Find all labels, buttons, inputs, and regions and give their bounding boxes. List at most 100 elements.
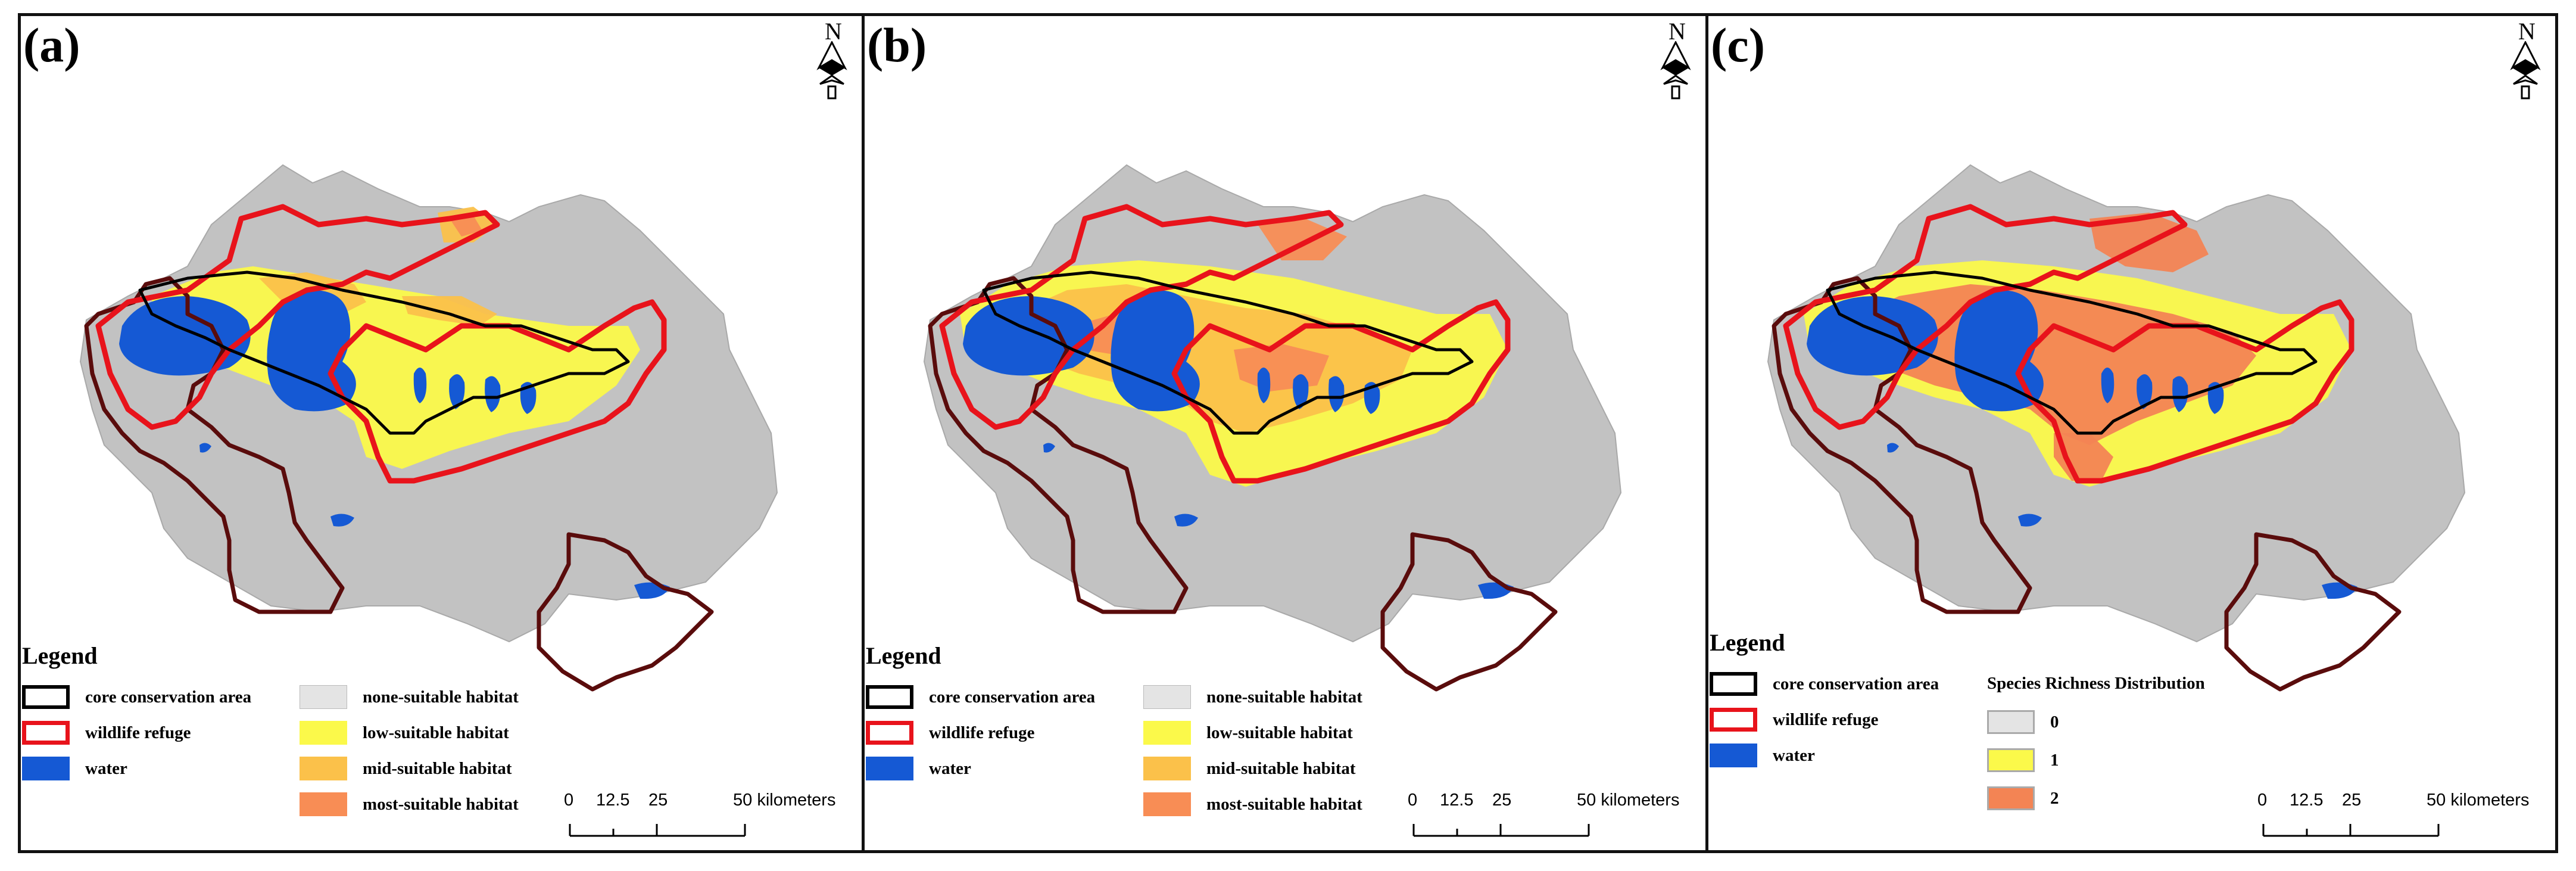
habitat-region xyxy=(1258,219,1347,260)
legend-low-suitable: low-suitable habitat xyxy=(300,719,509,746)
legend-title: Legend xyxy=(1710,629,1785,656)
water-body xyxy=(2018,514,2042,527)
panel-letter: (b) xyxy=(867,18,927,72)
legend-low-suitable: low-suitable habitat xyxy=(1143,719,1353,746)
core-conservation-boundary xyxy=(982,270,1474,435)
none-suitable-swatch xyxy=(1143,685,1191,709)
legend-core-conservation-area: core conservation area xyxy=(1710,670,1939,698)
legend-wildlife-refuge: wildlife refuge xyxy=(1710,706,1878,733)
water-body xyxy=(520,382,537,414)
legend-none-suitable: none-suitable habitat xyxy=(1143,683,1362,711)
water-swatch xyxy=(1710,744,1757,767)
species-richness-title: Species Richness Distribution xyxy=(1987,674,2205,693)
legend-richness-2: 2 xyxy=(1987,785,2059,812)
map-panel-a: (a) N Legend core conservation area wild… xyxy=(18,13,865,853)
water-body xyxy=(963,296,1094,376)
water-body xyxy=(485,376,501,412)
water-body xyxy=(1293,374,1309,409)
outer-boundary xyxy=(84,276,714,692)
legend-richness-0: 0 xyxy=(1987,708,2059,736)
legend-none-suitable: none-suitable habitat xyxy=(300,683,519,711)
legend-core-conservation-area: core conservation area xyxy=(866,683,1095,711)
mid-suitable-swatch xyxy=(300,757,347,780)
scale-tick-12-5: 12.5 xyxy=(1440,791,1474,810)
wildlife-refuge-boundary xyxy=(95,204,667,484)
water-body xyxy=(634,582,670,599)
scale-line xyxy=(569,824,746,837)
water-body xyxy=(1807,296,1938,376)
scale-tick-25: 25 xyxy=(1492,791,1512,810)
scale-tick-12-5: 12.5 xyxy=(2290,791,2324,810)
legend-mid-suitable: mid-suitable habitat xyxy=(300,755,512,782)
water-body xyxy=(2137,374,2153,409)
legend-title: Legend xyxy=(866,642,941,669)
map-canvas xyxy=(923,164,1622,692)
most-suitable-swatch xyxy=(300,792,347,816)
map-panel-b: (b) N Legend core conservation area wild… xyxy=(862,13,1708,853)
north-label: N xyxy=(2518,18,2536,45)
legend-water: water xyxy=(22,755,127,782)
scale-line xyxy=(1412,824,1590,837)
water-body xyxy=(1478,582,1514,599)
water-body xyxy=(119,296,251,376)
water-swatch xyxy=(22,757,70,780)
habitat-region xyxy=(402,296,497,326)
north-arrow: N xyxy=(1658,20,1699,103)
water-body xyxy=(1364,382,1380,414)
low-suitable-swatch xyxy=(300,721,347,745)
north-arrow-icon xyxy=(1660,41,1691,99)
water-body xyxy=(1257,368,1271,403)
core-conservation-boundary xyxy=(138,270,630,435)
water-body xyxy=(2207,382,2224,414)
habitat-region xyxy=(450,216,482,237)
legend-mid-suitable: mid-suitable habitat xyxy=(1143,755,1356,782)
refuge-boundary-swatch xyxy=(22,721,70,745)
wildlife-refuge-boundary xyxy=(939,204,1511,484)
scale-tick-25: 25 xyxy=(2342,791,2362,810)
core-boundary-swatch xyxy=(866,685,913,709)
scale-bar: 0 12.5 25 50 kilometers xyxy=(1408,791,1679,850)
richness-1-swatch xyxy=(1987,748,2035,772)
richness-0-swatch xyxy=(1987,710,2035,734)
wildlife-refuge-boundary xyxy=(1783,204,2354,484)
scale-tick-12-5: 12.5 xyxy=(596,791,630,810)
legend-core-conservation-area: core conservation area xyxy=(22,683,251,711)
none-suitable-swatch xyxy=(300,685,347,709)
scale-bar: 0 12.5 25 50 kilometers xyxy=(564,791,835,850)
legend-most-suitable: most-suitable habitat xyxy=(1143,791,1362,818)
low-suitable-swatch xyxy=(1143,721,1191,745)
most-suitable-swatch xyxy=(1143,792,1191,816)
core-boundary-swatch xyxy=(22,685,70,709)
water-body xyxy=(2101,368,2115,403)
legend-wildlife-refuge: wildlife refuge xyxy=(22,719,191,746)
water-body xyxy=(2322,582,2357,599)
outer-boundary xyxy=(928,276,1558,692)
water-body xyxy=(449,374,465,409)
scale-tick-0: 0 xyxy=(2257,791,2268,810)
scale-tick-25: 25 xyxy=(648,791,668,810)
north-arrow: N xyxy=(814,20,856,103)
water-swatch xyxy=(866,757,913,780)
north-label: N xyxy=(825,18,842,45)
panel-letter: (c) xyxy=(1711,18,1766,72)
scale-tick-50: 50 kilometers xyxy=(2427,791,2530,810)
legend-richness-1: 1 xyxy=(1987,746,2059,774)
scale-bar: 0 12.5 25 50 kilometers xyxy=(2257,791,2529,850)
richness-2-swatch xyxy=(1987,786,2035,810)
water-body xyxy=(1043,443,1055,453)
core-conservation-boundary xyxy=(1826,270,2318,435)
mid-suitable-swatch xyxy=(1143,757,1191,780)
water-body xyxy=(1887,443,1899,453)
legend-most-suitable: most-suitable habitat xyxy=(300,791,519,818)
north-arrow: N xyxy=(2508,20,2549,103)
scale-tick-0: 0 xyxy=(1408,791,1418,810)
north-arrow-icon xyxy=(2510,41,2541,99)
map-canvas xyxy=(79,164,778,692)
legend-water: water xyxy=(866,755,971,782)
panel-letter: (a) xyxy=(23,18,80,72)
water-body xyxy=(199,443,211,453)
water-body xyxy=(1328,376,1345,412)
core-boundary-swatch xyxy=(1710,672,1757,696)
scale-tick-50: 50 kilometers xyxy=(1577,791,1680,810)
